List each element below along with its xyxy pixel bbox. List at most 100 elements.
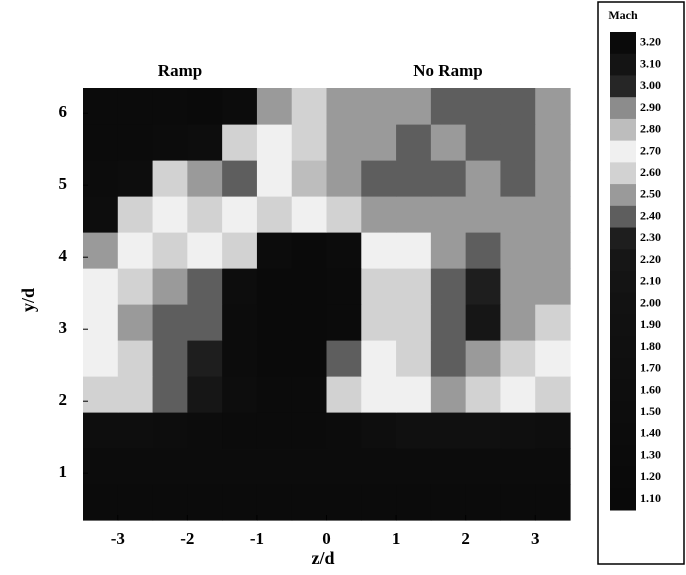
heatmap-cell [396,268,431,305]
heatmap-cell [431,232,466,269]
heatmap-cell [431,412,466,449]
colorbar-label: 2.20 [640,252,661,266]
y-tick-label: 6 [59,102,68,121]
colorbar-band [610,314,636,336]
heatmap-cell [327,412,362,449]
heatmap-cell [222,124,257,161]
heatmap-cell [431,196,466,233]
heatmap-cell [535,160,570,197]
x-tick-label: 0 [322,529,331,548]
heatmap-cell [466,304,501,341]
heatmap-cell [500,196,535,233]
heatmap-cell [187,304,222,341]
heatmap-cell [535,376,570,413]
x-tick-label: 2 [461,529,470,548]
heatmap-cell [153,232,188,269]
heatmap-cell [396,484,431,521]
heatmap-cell [466,412,501,449]
heatmap-cell [118,340,153,377]
heatmap-cell [500,160,535,197]
heatmap-cell [327,196,362,233]
heatmap-cell [361,268,396,305]
heatmap-cell [535,268,570,305]
colorbar-band [610,445,636,467]
heatmap-cell [466,448,501,485]
annotation: Ramp [158,61,202,80]
heatmap-cell [187,268,222,305]
heatmap-cell [118,412,153,449]
heatmap-cell [396,88,431,125]
colorbar-band [610,162,636,184]
x-tick-label: -1 [250,529,264,548]
heatmap-cell [187,448,222,485]
heatmap-cell [118,88,153,125]
colorbar-band [610,228,636,250]
heatmap-cell [187,124,222,161]
x-axis-label: z/d [311,548,334,568]
heatmap-cell [500,268,535,305]
heatmap-cell [118,448,153,485]
heatmap-cell [327,448,362,485]
colorbar-label: 1.10 [640,491,661,505]
heatmap-cell [431,304,466,341]
heatmap-cell [257,88,292,125]
y-tick-label: 5 [59,174,68,193]
heatmap-cell [466,340,501,377]
heatmap-cell [500,232,535,269]
heatmap-cell [292,232,327,269]
heatmap-cell [500,304,535,341]
colorbar-label: 2.50 [640,187,661,201]
colorbar-band [610,271,636,293]
heatmap-cell [83,124,118,161]
heatmap-cell [292,484,327,521]
heatmap-cell [83,160,118,197]
heatmap-cell [500,484,535,521]
colorbar-label: 2.00 [640,295,661,309]
heatmap-cell [292,268,327,305]
heatmap-cell [83,376,118,413]
x-tick-label: -2 [180,529,194,548]
heatmap-cell [187,376,222,413]
colorbar-label: 1.80 [640,339,661,353]
chart: z/d y/d Mach -3-2-10123123456RampNo Ramp… [0,0,686,575]
colorbar-label: 1.30 [640,447,661,461]
heatmap-cell [292,412,327,449]
heatmap-cell [327,268,362,305]
heatmap-cell [83,412,118,449]
heatmap-cell [257,124,292,161]
heatmap-cell [257,160,292,197]
heatmap-cell [153,268,188,305]
heatmap-cell [431,268,466,305]
colorbar-band [610,119,636,141]
heatmap-cell [396,232,431,269]
colorbar-label: 2.80 [640,122,661,136]
heatmap-cell [292,88,327,125]
heatmap-cell [361,124,396,161]
heatmap-cell [153,124,188,161]
heatmap-cell [153,196,188,233]
heatmap-cell [257,412,292,449]
heatmap-cell [222,412,257,449]
heatmap-cell [222,88,257,125]
colorbar-band [610,97,636,119]
heatmap-cell [396,160,431,197]
heatmap-cell [535,124,570,161]
colorbar-band [610,336,636,358]
heatmap-cell [292,376,327,413]
heatmap-cell [292,160,327,197]
heatmap-cell [83,268,118,305]
heatmap-cell [431,88,466,125]
heatmap-cell [396,376,431,413]
heatmap-cell [153,484,188,521]
colorbar-label: 1.90 [640,317,661,331]
colorbar-label: 1.40 [640,426,661,440]
heatmap-cell [222,232,257,269]
colorbar-band [610,206,636,228]
colorbar-label: 2.30 [640,230,661,244]
heatmap-cell [83,304,118,341]
heatmap-cell [361,412,396,449]
heatmap-cell [327,124,362,161]
colorbar-label: 3.10 [640,56,661,70]
heatmap-cell [535,88,570,125]
heatmap-cell [83,196,118,233]
